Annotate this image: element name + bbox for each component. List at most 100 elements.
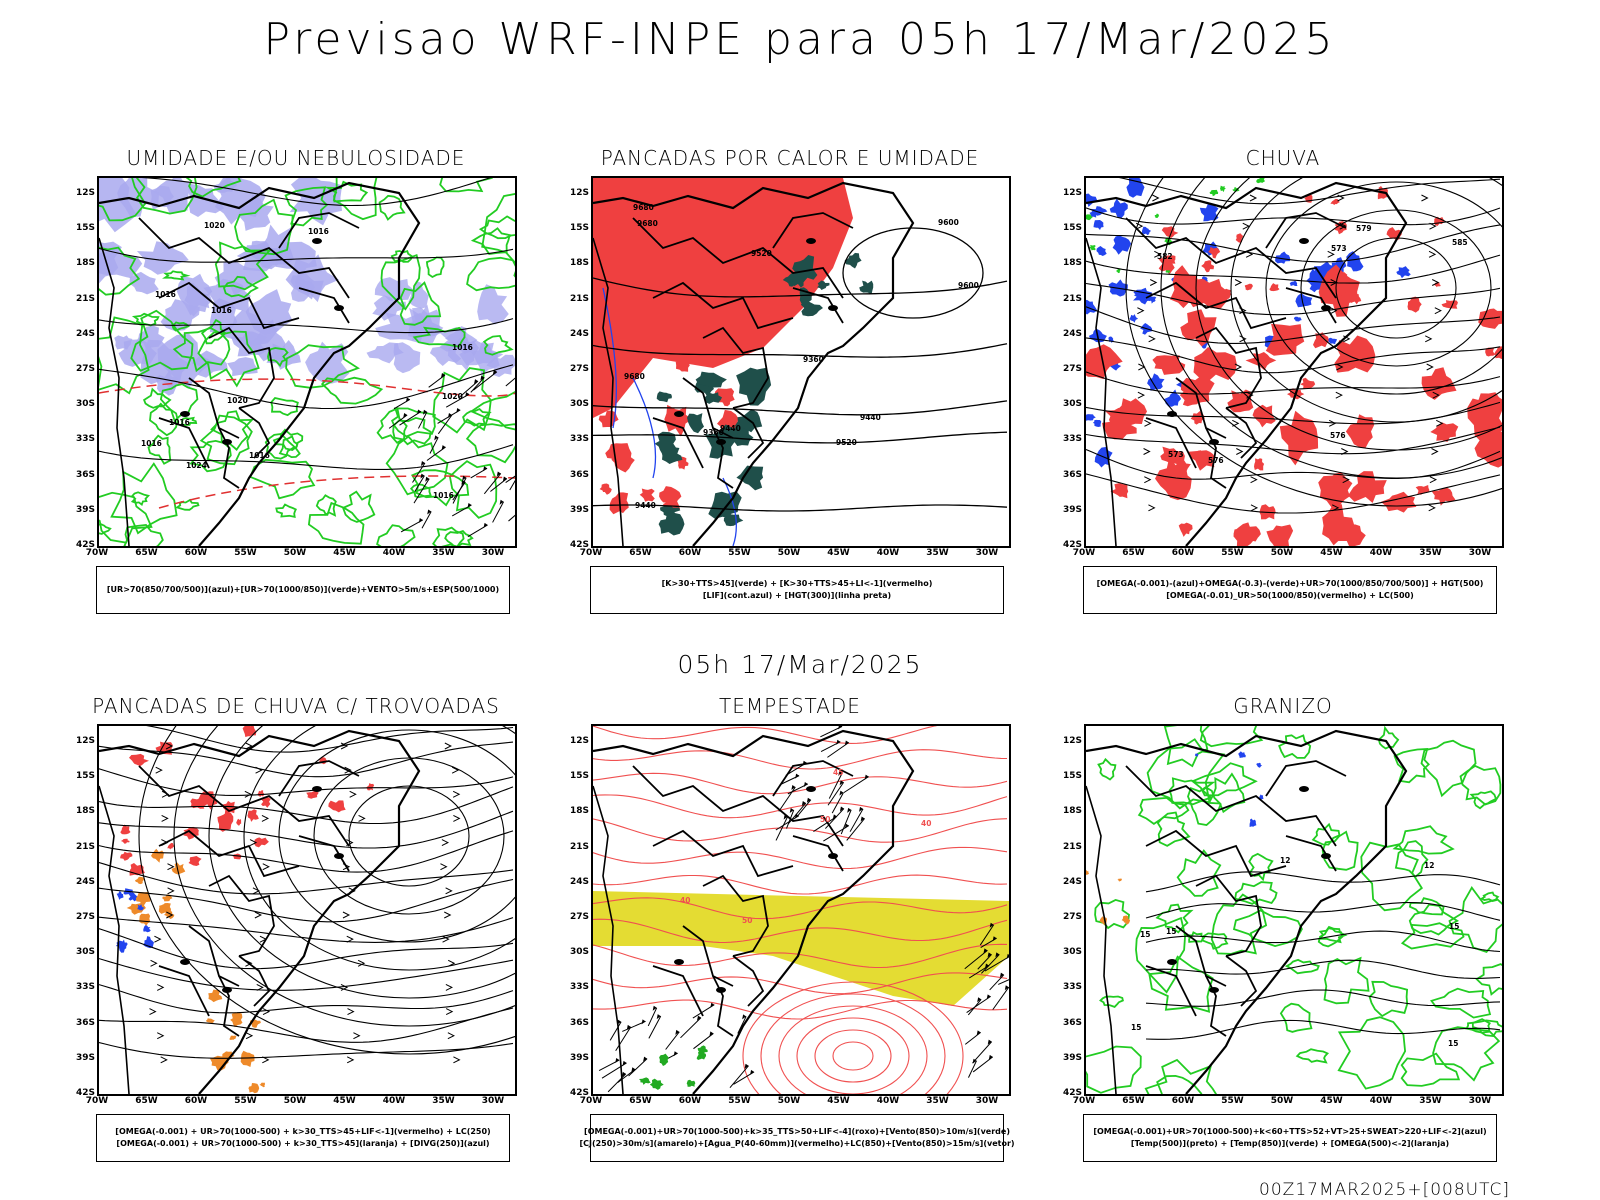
height-label: 9440 (860, 413, 881, 422)
humidity-band-blue (374, 277, 413, 302)
wind-vector-head (502, 476, 507, 482)
latitude-tick-label: 24S (569, 328, 589, 339)
longitude-tick-label: 50W (1270, 548, 1294, 558)
map-svg (99, 726, 515, 1094)
wind-850-vector (737, 1016, 747, 1034)
wind-850-green (696, 1051, 707, 1060)
streamline-500-arrow (1431, 279, 1440, 286)
wind-850-vector (648, 1015, 662, 1039)
rain-red (1201, 260, 1215, 273)
longitude-tick-label: 35W (1419, 1096, 1442, 1106)
legend-line: [Temp(500)](preto) + [Temp(850)](verde) … (1130, 1139, 1450, 1148)
temp-850-contour (1279, 1002, 1313, 1033)
latitude-tick-label: 42S (569, 540, 589, 550)
latitude-tick-label: 18S (569, 806, 589, 817)
humidity-low-green (147, 434, 172, 465)
wind-vector-head (461, 479, 466, 485)
wind-850-vector-head (791, 785, 796, 791)
omega-blue (1326, 337, 1337, 345)
temp-850-contour (1471, 1019, 1502, 1038)
instability-teal (708, 491, 742, 519)
latitude-tick-label: 27S (75, 364, 95, 374)
andes-coast (1086, 237, 1117, 546)
omega-blue (1093, 220, 1104, 230)
contour-label: 50 (820, 815, 830, 824)
omega-blue (1086, 299, 1098, 315)
height-500-contour (1335, 237, 1457, 339)
country-border (208, 874, 275, 957)
map-frame: 1016 1016 1016 1016 1020 1016 1016 1020 1024 1020… (97, 176, 517, 548)
instability-teal (660, 506, 681, 517)
humidity-low-green (320, 376, 384, 405)
country-border (208, 326, 275, 409)
longitude-tick-label: 65W (135, 548, 158, 558)
omega-orange-layer (1086, 870, 1131, 926)
wind-vector (492, 501, 505, 523)
streamline-250-arrow (255, 766, 263, 774)
streamline-500 (1086, 282, 1501, 316)
map-svg: 15 12 12 15 15 15 15 (1086, 726, 1502, 1094)
wind-850-vector-head (839, 780, 844, 786)
latitude-tick-label: 39S (75, 1052, 95, 1063)
longitude-tick-label: 45W (827, 548, 850, 558)
streamline-250-arrow (244, 790, 252, 798)
panel-granizo: GRANIZO 15 12 12 15 15 15 15 12S 15S 18S 21S 24S 27S 3… (1063, 694, 1504, 1174)
storm-orange (135, 891, 151, 907)
country-border (682, 377, 734, 439)
geopotential-300-line (593, 400, 1008, 416)
rain-red (1161, 226, 1179, 238)
omega-blue (1164, 389, 1182, 407)
streamline-250 (99, 1007, 514, 1043)
longitude-tick-label: 35W (926, 548, 949, 558)
longitude-tick-label: 70W (85, 548, 109, 558)
streamline-500-arrow (1431, 448, 1439, 455)
longitude-tick-label: 65W (1122, 1096, 1145, 1106)
temp-850-contour (1248, 852, 1274, 882)
streamline-500-arrow (1232, 419, 1240, 427)
wind-850-vector-group (775, 726, 869, 842)
coastline (99, 729, 421, 1094)
latitude-tick-label: 15S (1062, 771, 1082, 782)
instability-teal (736, 465, 764, 491)
streamline-250-arrow (167, 887, 175, 895)
humidity-high-blue (227, 357, 258, 377)
height-label: 9600 (958, 281, 979, 290)
precipitable-water-contour (593, 874, 1008, 895)
height-label: 582 (1157, 252, 1173, 261)
latitude-tick-label: 27S (569, 912, 589, 922)
streamline-500-arrow (1342, 476, 1350, 484)
storm-orange (222, 1051, 235, 1060)
wind-850-vector-head (838, 770, 843, 776)
storm-red (328, 800, 346, 813)
country-border (1265, 760, 1347, 797)
streamline-250-arrow (340, 983, 349, 991)
streamline-250 (99, 786, 514, 825)
streamline-500-group (1086, 178, 1501, 514)
longitude-tick-label: 55W (728, 548, 751, 558)
streamline-500-arrow (1426, 363, 1434, 371)
lifted-index-contour (602, 287, 737, 546)
streamline-250 (99, 984, 514, 1014)
isobar-label: 1016 (308, 227, 329, 236)
height-label: 576 (1208, 456, 1224, 465)
temp-850-contour (1469, 790, 1498, 810)
wind-850-vector (775, 816, 789, 841)
temp-500-contour (1145, 871, 1501, 893)
omega-blue (1129, 314, 1139, 323)
latitude-tick-label: 15S (75, 771, 95, 782)
precipitable-water-contour (593, 846, 1008, 870)
andes-coast (99, 237, 130, 546)
wind-vector-head (492, 369, 497, 375)
height-label: 585 (1452, 238, 1468, 247)
streamline-500-arrow (1148, 504, 1156, 512)
temp-label: 15 (1140, 930, 1150, 939)
omega-blue (1126, 178, 1145, 198)
isobar-label: 1016 (211, 306, 232, 315)
wind-850-vector (984, 956, 1009, 972)
lake (1167, 959, 1177, 965)
humidity-low-green (469, 390, 515, 431)
longitude-tick-label: 60W (1171, 1096, 1195, 1106)
wind-850-vector (622, 1020, 646, 1032)
streamline-500-arrow (1148, 335, 1156, 343)
rain-red (1441, 300, 1458, 309)
